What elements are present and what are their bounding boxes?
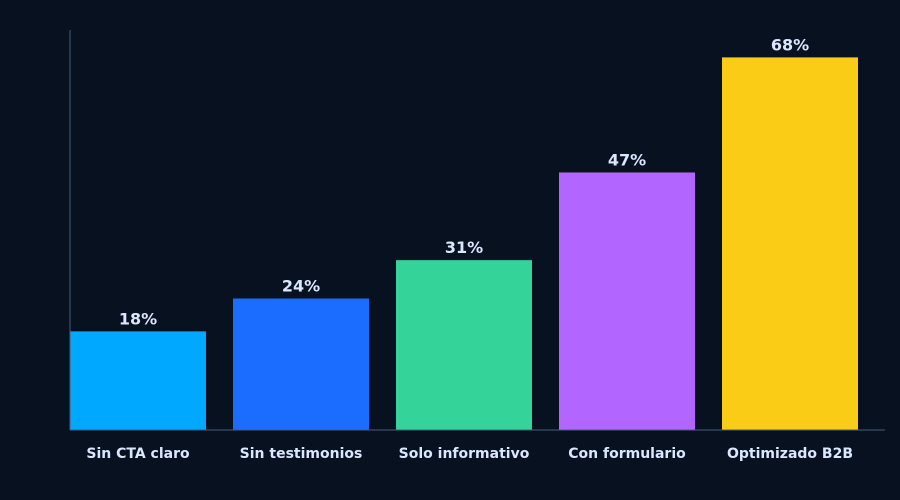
- bar-1: [70, 331, 206, 430]
- bar-5: [722, 57, 858, 431]
- x-tick-label-1: Sin CTA claro: [86, 446, 190, 462]
- value-label-4: 47%: [608, 150, 646, 169]
- bar-3: [396, 260, 532, 430]
- value-label-2: 24%: [282, 276, 320, 295]
- value-label-3: 31%: [445, 238, 483, 257]
- value-label-1: 18%: [119, 309, 157, 328]
- x-tick-label-4: Con formulario: [568, 446, 686, 462]
- value-labels-group: 18% 24% 31% 47% 68%: [119, 35, 809, 328]
- x-tick-label-3: Solo informativo: [399, 446, 530, 462]
- x-tick-labels-group: Sin CTA claro Sin testimonios Solo informa…: [86, 446, 853, 462]
- value-label-5: 68%: [771, 35, 809, 54]
- x-tick-label-2: Sin testimonios: [240, 446, 363, 462]
- x-tick-label-5: Optimizado B2B: [727, 446, 853, 462]
- bar-4: [559, 172, 695, 430]
- bar-2: [233, 298, 369, 430]
- bars-group: [70, 57, 858, 431]
